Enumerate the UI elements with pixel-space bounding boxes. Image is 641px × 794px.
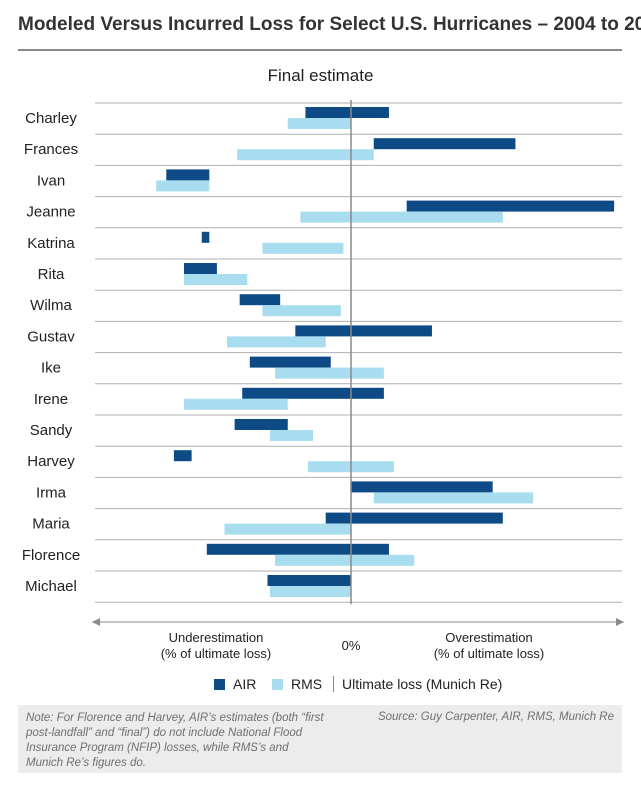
bar-air-gustav [295, 325, 432, 337]
page-title: Modeled Versus Incurred Loss for Select … [18, 14, 641, 35]
bar-air-irene [242, 387, 384, 399]
bar-air-florence [206, 543, 389, 555]
bar-air-ike [249, 356, 331, 368]
footer: Note: For Florence and Harvey, AIR’s est… [18, 705, 622, 773]
category-label: Ivan [37, 172, 65, 189]
legend-swatch-air [214, 678, 225, 690]
legend-label-rms: RMS [291, 676, 323, 692]
axis-annotation-left: Underestimation [169, 630, 264, 645]
category-label: Katrina [27, 235, 75, 252]
footer-note: Note: For Florence and Harvey, AIR’s est… [26, 712, 324, 769]
category-label: Ike [41, 360, 61, 377]
legend-item-rms: RMS [272, 676, 322, 692]
category-label: Michael [25, 578, 77, 595]
bar-rms-ike [275, 367, 384, 379]
legend-swatch-rms [272, 678, 283, 690]
legend-line-reference [333, 676, 334, 692]
axis-annotation-right-unit: (% of ultimate loss) [434, 646, 545, 661]
category-label: Jeanne [26, 204, 75, 221]
bar-rms-charley [287, 118, 351, 129]
bar-rms-maria [224, 523, 351, 535]
bar-rms-frances [237, 149, 374, 161]
axis-arrow-right [616, 618, 624, 626]
bar-air-charley [305, 107, 389, 118]
category-label: Florence [22, 547, 80, 564]
bar-air-irma [351, 481, 493, 493]
category-label: Irene [34, 391, 68, 408]
bar-rms-gustav [227, 336, 326, 348]
axis-arrow-left [92, 618, 100, 626]
category-label: Wilma [30, 297, 72, 314]
legend: AIR RMS Ultimate loss (Munich Re) [0, 676, 641, 698]
bar-air-rita [184, 263, 217, 274]
bar-air-wilma [239, 294, 281, 306]
bar-rms-rita [184, 274, 248, 285]
legend-label-air: AIR [233, 676, 257, 692]
bar-air-maria [325, 512, 503, 524]
bar-air-harvey [173, 450, 192, 462]
category-label: Irma [36, 484, 67, 501]
legend-label-reference: Ultimate loss (Munich Re) [342, 676, 503, 692]
category-label: Charley [25, 110, 77, 127]
bar-air-ivan [166, 169, 210, 181]
category-label: Frances [24, 141, 78, 158]
bar-rms-florence [275, 554, 415, 566]
bar-air-katrina [201, 231, 210, 243]
bar-air-sandy [234, 419, 288, 430]
bar-air-michael [267, 575, 351, 586]
bar-rms-sandy [270, 430, 314, 441]
legend-item-reference: Ultimate loss (Munich Re) [333, 676, 502, 692]
bar-rms-ivan [156, 180, 210, 192]
bar-rms-irma [373, 492, 534, 504]
title-divider [18, 49, 622, 51]
category-label: Harvey [27, 453, 75, 470]
bar-rms-michael [270, 586, 351, 597]
category-label: Maria [32, 516, 70, 533]
axis-annotation-left-unit: (% of ultimate loss) [161, 646, 272, 661]
bar-rms-jeanne [300, 211, 503, 223]
footer-source: Source: Guy Carpenter, AIR, RMS, Munich … [377, 711, 614, 723]
category-label: Sandy [30, 422, 73, 439]
legend-item-air: AIR [214, 676, 256, 692]
axis-annotation-right: Overestimation [445, 630, 532, 645]
bar-air-jeanne [406, 200, 615, 212]
x-tick-label: 0% [342, 638, 361, 653]
category-label: Rita [38, 266, 65, 283]
category-label: Gustav [27, 328, 75, 345]
bar-rms-irene [184, 398, 288, 410]
chart-title: Final estimate [267, 66, 374, 85]
bar-rms-wilma [262, 305, 341, 317]
chart-plot: Charley Frances Ivan Jeanne Katrina Rita Wilma… [22, 100, 624, 661]
bar-air-frances [373, 138, 516, 150]
bar-rms-katrina [262, 242, 344, 254]
